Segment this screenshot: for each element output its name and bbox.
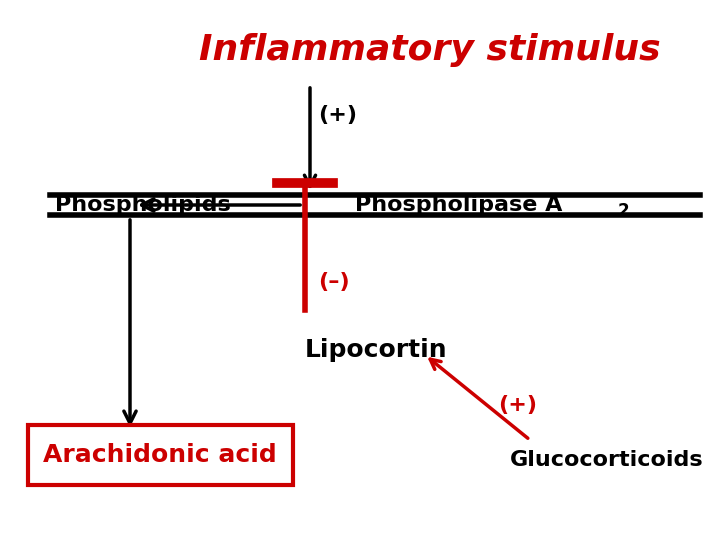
Text: 2: 2	[618, 202, 629, 220]
Text: Lipocortin: Lipocortin	[305, 338, 448, 362]
Bar	[28, 425, 293, 485]
Text: Glucocorticoids: Glucocorticoids	[510, 450, 703, 470]
Text: Phospholipase A: Phospholipase A	[355, 195, 562, 215]
Text: Arachidonic acid: Arachidonic acid	[43, 443, 277, 467]
Text: (+): (+)	[318, 105, 357, 125]
Text: Phospholipids: Phospholipids	[55, 195, 230, 215]
Text: Inflammatory stimulus: Inflammatory stimulus	[199, 33, 661, 67]
Text: (–): (–)	[318, 272, 350, 292]
Text: (+): (+)	[498, 395, 537, 415]
